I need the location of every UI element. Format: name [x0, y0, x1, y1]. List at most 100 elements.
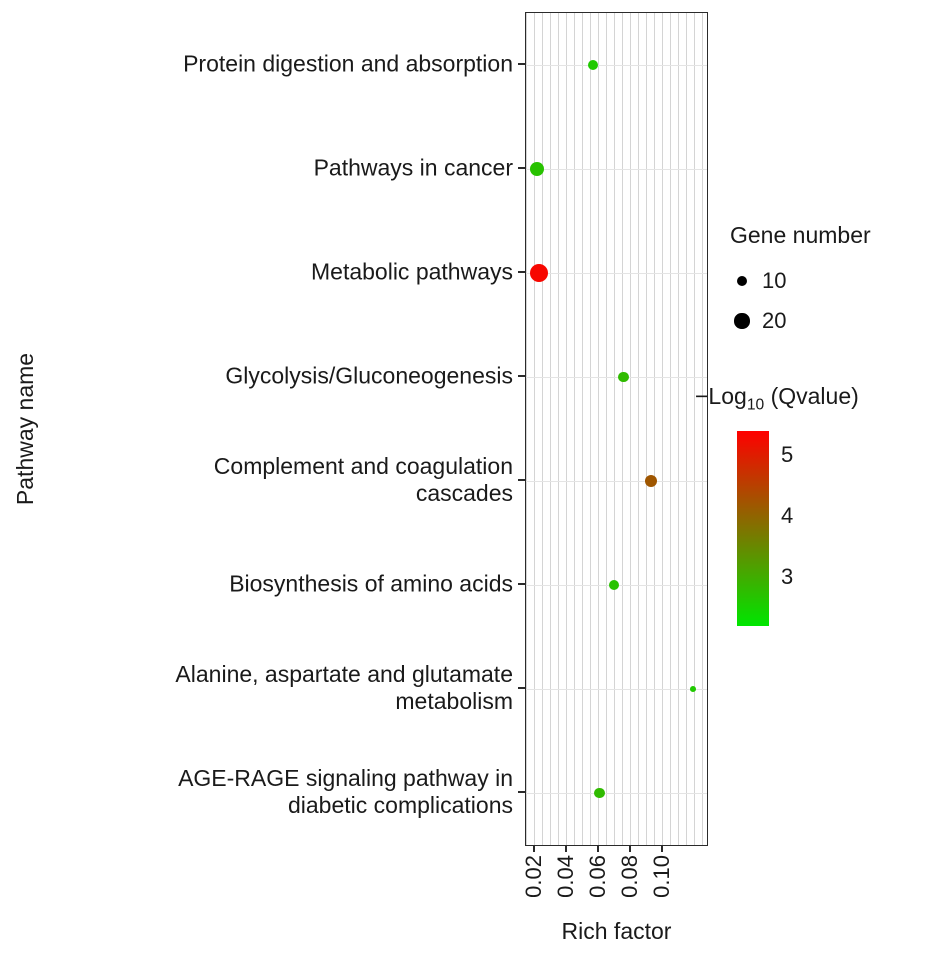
size-legend-entry: 10	[730, 261, 871, 301]
color-legend-title-suffix: (Qvalue)	[764, 383, 859, 409]
data-point	[529, 263, 549, 283]
gridline-horizontal	[526, 792, 707, 794]
size-legend-dot-wrap	[730, 275, 754, 287]
data-point	[689, 686, 696, 692]
gridline-horizontal	[526, 168, 707, 170]
size-legend-label: 20	[762, 308, 787, 333]
gridline-vertical	[637, 13, 639, 845]
gridline-vertical	[701, 13, 703, 845]
gridline-vertical	[645, 13, 647, 845]
size-legend-dot	[734, 313, 750, 329]
gridline-vertical	[661, 13, 663, 845]
data-point	[644, 474, 658, 488]
data-point	[594, 787, 606, 799]
y-axis-tick-mark	[518, 687, 525, 689]
gridline-vertical	[525, 13, 527, 845]
gridline-vertical	[589, 13, 591, 845]
data-point	[608, 579, 620, 591]
size-legend-title: Gene number	[730, 222, 871, 248]
y-axis-tick-mark	[518, 167, 525, 169]
category-label-line: AGE-RAGE signaling pathway in	[178, 764, 513, 791]
color-legend-title-prefix: −Log	[695, 383, 747, 409]
y-axis-tick-mark	[518, 791, 525, 793]
category-label-line: Alanine, aspartate and glutamate	[175, 660, 513, 687]
category-label-line: Complement and coagulation	[213, 452, 513, 479]
size-legend-dot	[736, 275, 748, 287]
gridline-vertical	[565, 13, 567, 845]
y-axis-category-label: Biosynthesis of amino acids	[229, 570, 513, 597]
category-label-line: Metabolic pathways	[311, 258, 513, 285]
size-legend-label: 10	[762, 268, 787, 293]
gridline-vertical	[677, 13, 679, 845]
gridline-vertical	[653, 13, 655, 845]
color-legend-title-subscript: 10	[746, 396, 765, 414]
data-point	[588, 59, 599, 71]
category-label-line: cascades	[415, 480, 513, 506]
gridline-vertical	[549, 13, 551, 845]
gridline-vertical	[573, 13, 575, 845]
gridline-vertical	[557, 13, 559, 845]
size-legend: Gene number 10 20	[730, 222, 871, 341]
category-label-line: metabolism	[395, 688, 513, 714]
gridline-horizontal	[526, 376, 707, 378]
gridline-vertical	[541, 13, 543, 845]
category-label-line: Pathways in cancer	[313, 154, 513, 181]
x-axis-tick-mark	[629, 845, 632, 852]
size-legend-entry: 20	[730, 301, 871, 341]
category-label-line: Protein digestion and absorption	[183, 50, 513, 77]
colorbar-tick-label: 5	[781, 441, 794, 467]
color-gradient-bar	[737, 430, 769, 626]
y-axis-tick-mark	[518, 63, 525, 65]
y-axis-tick-mark	[518, 271, 525, 273]
gridline-vertical	[533, 13, 535, 845]
x-axis-tick-label: 0.08	[617, 855, 643, 898]
size-legend-entries: 10 20	[730, 261, 871, 341]
size-legend-dot-wrap	[730, 313, 754, 329]
y-axis-tick-mark	[518, 375, 525, 377]
x-axis-tick-label: 0.04	[553, 855, 579, 898]
x-axis-title: Rich factor	[561, 918, 672, 944]
y-axis-category-labels: Protein digestion and absorption Pathways…	[0, 12, 513, 846]
gridline-vertical	[581, 13, 583, 845]
x-axis-tick-label: 0.06	[585, 855, 611, 898]
x-axis-tick-mark	[533, 845, 535, 852]
category-label-line: Biosynthesis of amino acids	[229, 570, 513, 597]
colorbar-tick-label: 3	[781, 563, 794, 589]
data-point	[529, 161, 545, 177]
y-axis-category-label: Metabolic pathways	[311, 258, 513, 285]
color-legend: −Log10 (Qvalue) 5 4 3	[695, 383, 859, 626]
data-point	[618, 371, 630, 383]
y-axis-category-label: Glycolysis/Gluconeogenesis	[225, 362, 513, 389]
category-label-line: diabetic complications	[287, 792, 513, 818]
gridline-vertical	[693, 13, 695, 845]
y-axis-category-label: Pathways in cancer	[314, 154, 513, 181]
gridline-vertical	[605, 13, 607, 845]
x-axis-tick-label: 0.10	[649, 855, 675, 898]
colorbar-wrap: 5 4 3	[737, 430, 859, 626]
y-axis-category-label: Protein digestion and absorption	[183, 50, 513, 77]
gridline-horizontal	[526, 688, 707, 690]
colorbar-tick-label: 4	[781, 502, 794, 528]
gridline-vertical	[629, 13, 631, 845]
x-axis-tick-mark	[565, 845, 568, 852]
x-axis-tick-mark	[597, 845, 600, 852]
gridline-vertical	[685, 13, 687, 845]
color-legend-title: −Log10 (Qvalue)	[695, 383, 859, 415]
gridline-vertical	[621, 13, 623, 845]
gridline-horizontal	[526, 480, 707, 482]
gridline-vertical	[597, 13, 599, 845]
plot-panel	[525, 12, 708, 846]
y-axis-tick-mark	[518, 479, 525, 481]
x-axis-tick-mark	[661, 845, 664, 852]
y-axis-tick-mark	[518, 583, 525, 585]
category-label-line: Glycolysis/Gluconeogenesis	[225, 362, 513, 389]
x-axis-tick-label: 0.02	[521, 855, 546, 898]
y-axis-category-label: AGE-RAGE signaling pathway in diabetic co…	[178, 765, 513, 819]
gridline-vertical	[613, 13, 615, 845]
y-axis-category-label: Alanine, aspartate and glutamate metaboli…	[175, 661, 513, 715]
y-axis-category-label: Complement and coagulation cascades	[214, 453, 513, 507]
gridline-horizontal	[526, 272, 707, 274]
gridline-horizontal	[526, 64, 707, 66]
gridline-vertical	[669, 13, 671, 845]
